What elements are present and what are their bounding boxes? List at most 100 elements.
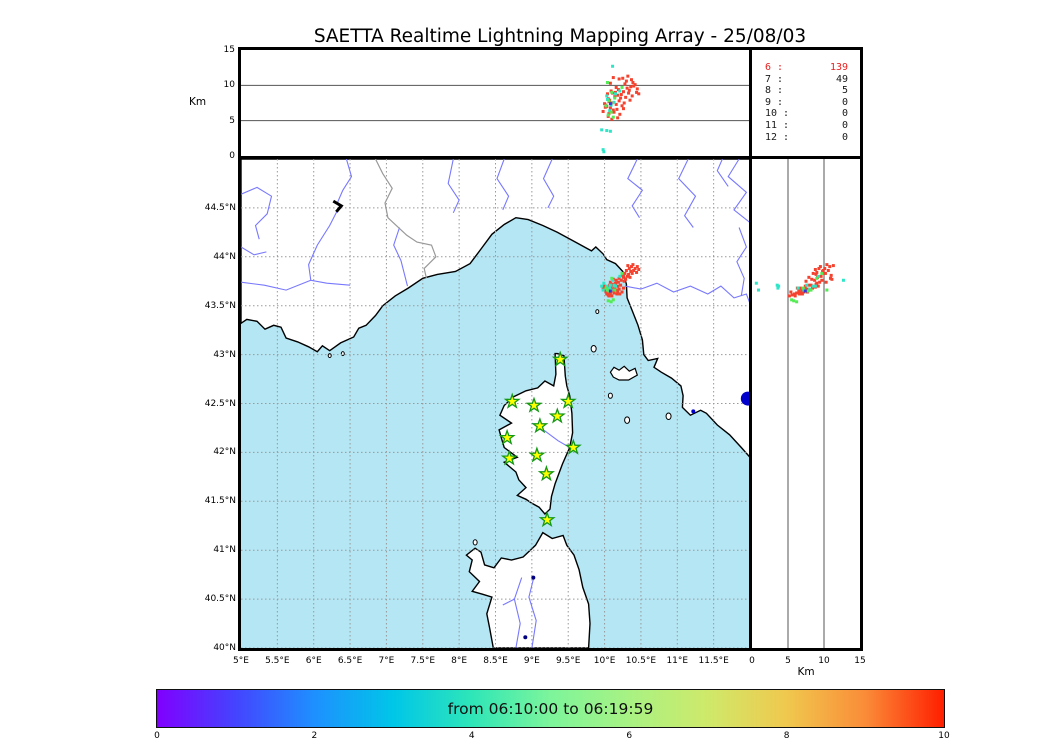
lightning-source (627, 272, 631, 276)
lightning-source (607, 294, 611, 298)
lightning-source (601, 288, 605, 292)
longitude-tick-label: 9.5°E (555, 656, 581, 666)
lightning-source (617, 276, 621, 280)
alt-tick-label: 5 (785, 656, 791, 666)
lightning-source (824, 280, 828, 284)
lightning-source (603, 288, 607, 292)
lightning-source (805, 283, 809, 287)
river (393, 227, 409, 287)
colorbar-tick-label: 4 (468, 731, 475, 741)
lightning-source (616, 284, 620, 288)
hourly-counts-panel: 6 : 139 7 : 49 8 : 5 9 : 0 10 : 0 11 : 0 12 : 0 (749, 47, 863, 159)
lightning-source (815, 270, 819, 274)
alt-axis-km-label: Km (797, 666, 815, 678)
alt-axis-km-label: Km (189, 96, 207, 108)
elba-island (609, 365, 639, 381)
colorbar-tick-label: 6 (626, 731, 633, 741)
count-value: 139 (829, 62, 848, 73)
colorbar-time-window-label: from 06:10:00 to 06:19:59 (447, 699, 654, 718)
alt-tick-label: 15 (223, 45, 235, 55)
hour-count-row: 10 : 0 (765, 108, 848, 120)
small-island (624, 416, 631, 424)
lightning-source (624, 277, 628, 281)
lightning-source (828, 265, 832, 269)
colorbar: from 06:10:00 to 06:19:59 (156, 689, 945, 728)
lightning-source (619, 93, 623, 97)
lightning-source (611, 64, 615, 68)
longitude-tick-label: 10°E (593, 656, 616, 666)
lightning-source (635, 87, 639, 91)
lightning-source (621, 275, 625, 279)
lightning-source (611, 115, 615, 119)
lightning-source (793, 294, 797, 298)
lightning-source (610, 117, 614, 121)
lightning-source (821, 268, 825, 272)
longitude-tick-label: 8°E (451, 656, 468, 666)
lightning-source (811, 284, 815, 288)
lightning-source (804, 279, 808, 283)
lightning-source (831, 264, 835, 268)
lightning-source (613, 96, 617, 100)
lightning-source (622, 279, 626, 283)
lightning-source (627, 88, 631, 92)
lightning-source (605, 284, 609, 288)
longitude-tick-label: 5°E (233, 656, 249, 666)
latitude-tick-label: 41.5°N (204, 496, 236, 507)
lightning-source (610, 294, 614, 298)
lightning-source (625, 274, 629, 278)
latitude-tick-label: 42.5°N (204, 398, 236, 409)
lma-station-star (559, 392, 577, 409)
count-value: 0 (841, 119, 848, 131)
lightning-source (608, 102, 612, 106)
lightning-source (608, 81, 612, 85)
lightning-source (614, 85, 618, 89)
lightning-source (823, 271, 827, 275)
lightning-source (625, 86, 629, 90)
hour-count-row: 6 : 139 (765, 62, 848, 74)
latitude-tick-label: 43°N (213, 349, 236, 360)
lma-station-star (538, 510, 556, 528)
lightning-source (790, 293, 794, 297)
lightning-source (618, 89, 622, 93)
lightning-source (629, 269, 633, 273)
lightning-source (621, 76, 625, 80)
lightning-source (813, 284, 817, 288)
lightning-source (807, 275, 811, 279)
count-value: 0 (841, 108, 848, 120)
river (542, 159, 555, 209)
lightning-source (623, 271, 627, 275)
lightning-source (610, 90, 614, 94)
count-value: 5 (841, 85, 848, 97)
lightning-source (615, 292, 619, 296)
lightning-source (604, 104, 608, 108)
lightning-source (629, 78, 633, 82)
lightning-source (789, 290, 793, 294)
lightning-source (622, 101, 626, 105)
map-panel (238, 156, 753, 651)
lightning-source (608, 129, 612, 133)
lightning-source (617, 77, 621, 81)
mainland-coastline (241, 159, 750, 459)
river (241, 246, 267, 256)
longitude-tick-label: 11.5°E (698, 656, 729, 666)
lake-serre-poncon (332, 199, 344, 213)
lightning-source (603, 284, 607, 288)
lightning-source (601, 286, 605, 290)
longitude-tick-label: 7°E (378, 656, 395, 666)
latitude-tick-label: 44°N (213, 251, 236, 262)
river (716, 159, 729, 187)
lma-station-star (503, 392, 521, 409)
lightning-source (601, 148, 605, 152)
latitude-tick-label: 41°N (213, 545, 236, 556)
lightning-source (615, 107, 619, 111)
lightning-source (616, 116, 620, 120)
longitude-tick-label: 9°E (523, 656, 540, 666)
lma-station-star (525, 396, 543, 413)
lightning-source (617, 287, 621, 291)
lightning-source (618, 292, 622, 296)
lightning-source (608, 106, 612, 110)
latitude-tick-label: 43.5°N (204, 300, 236, 311)
small-island (607, 392, 613, 399)
lma-station-star (548, 407, 566, 424)
